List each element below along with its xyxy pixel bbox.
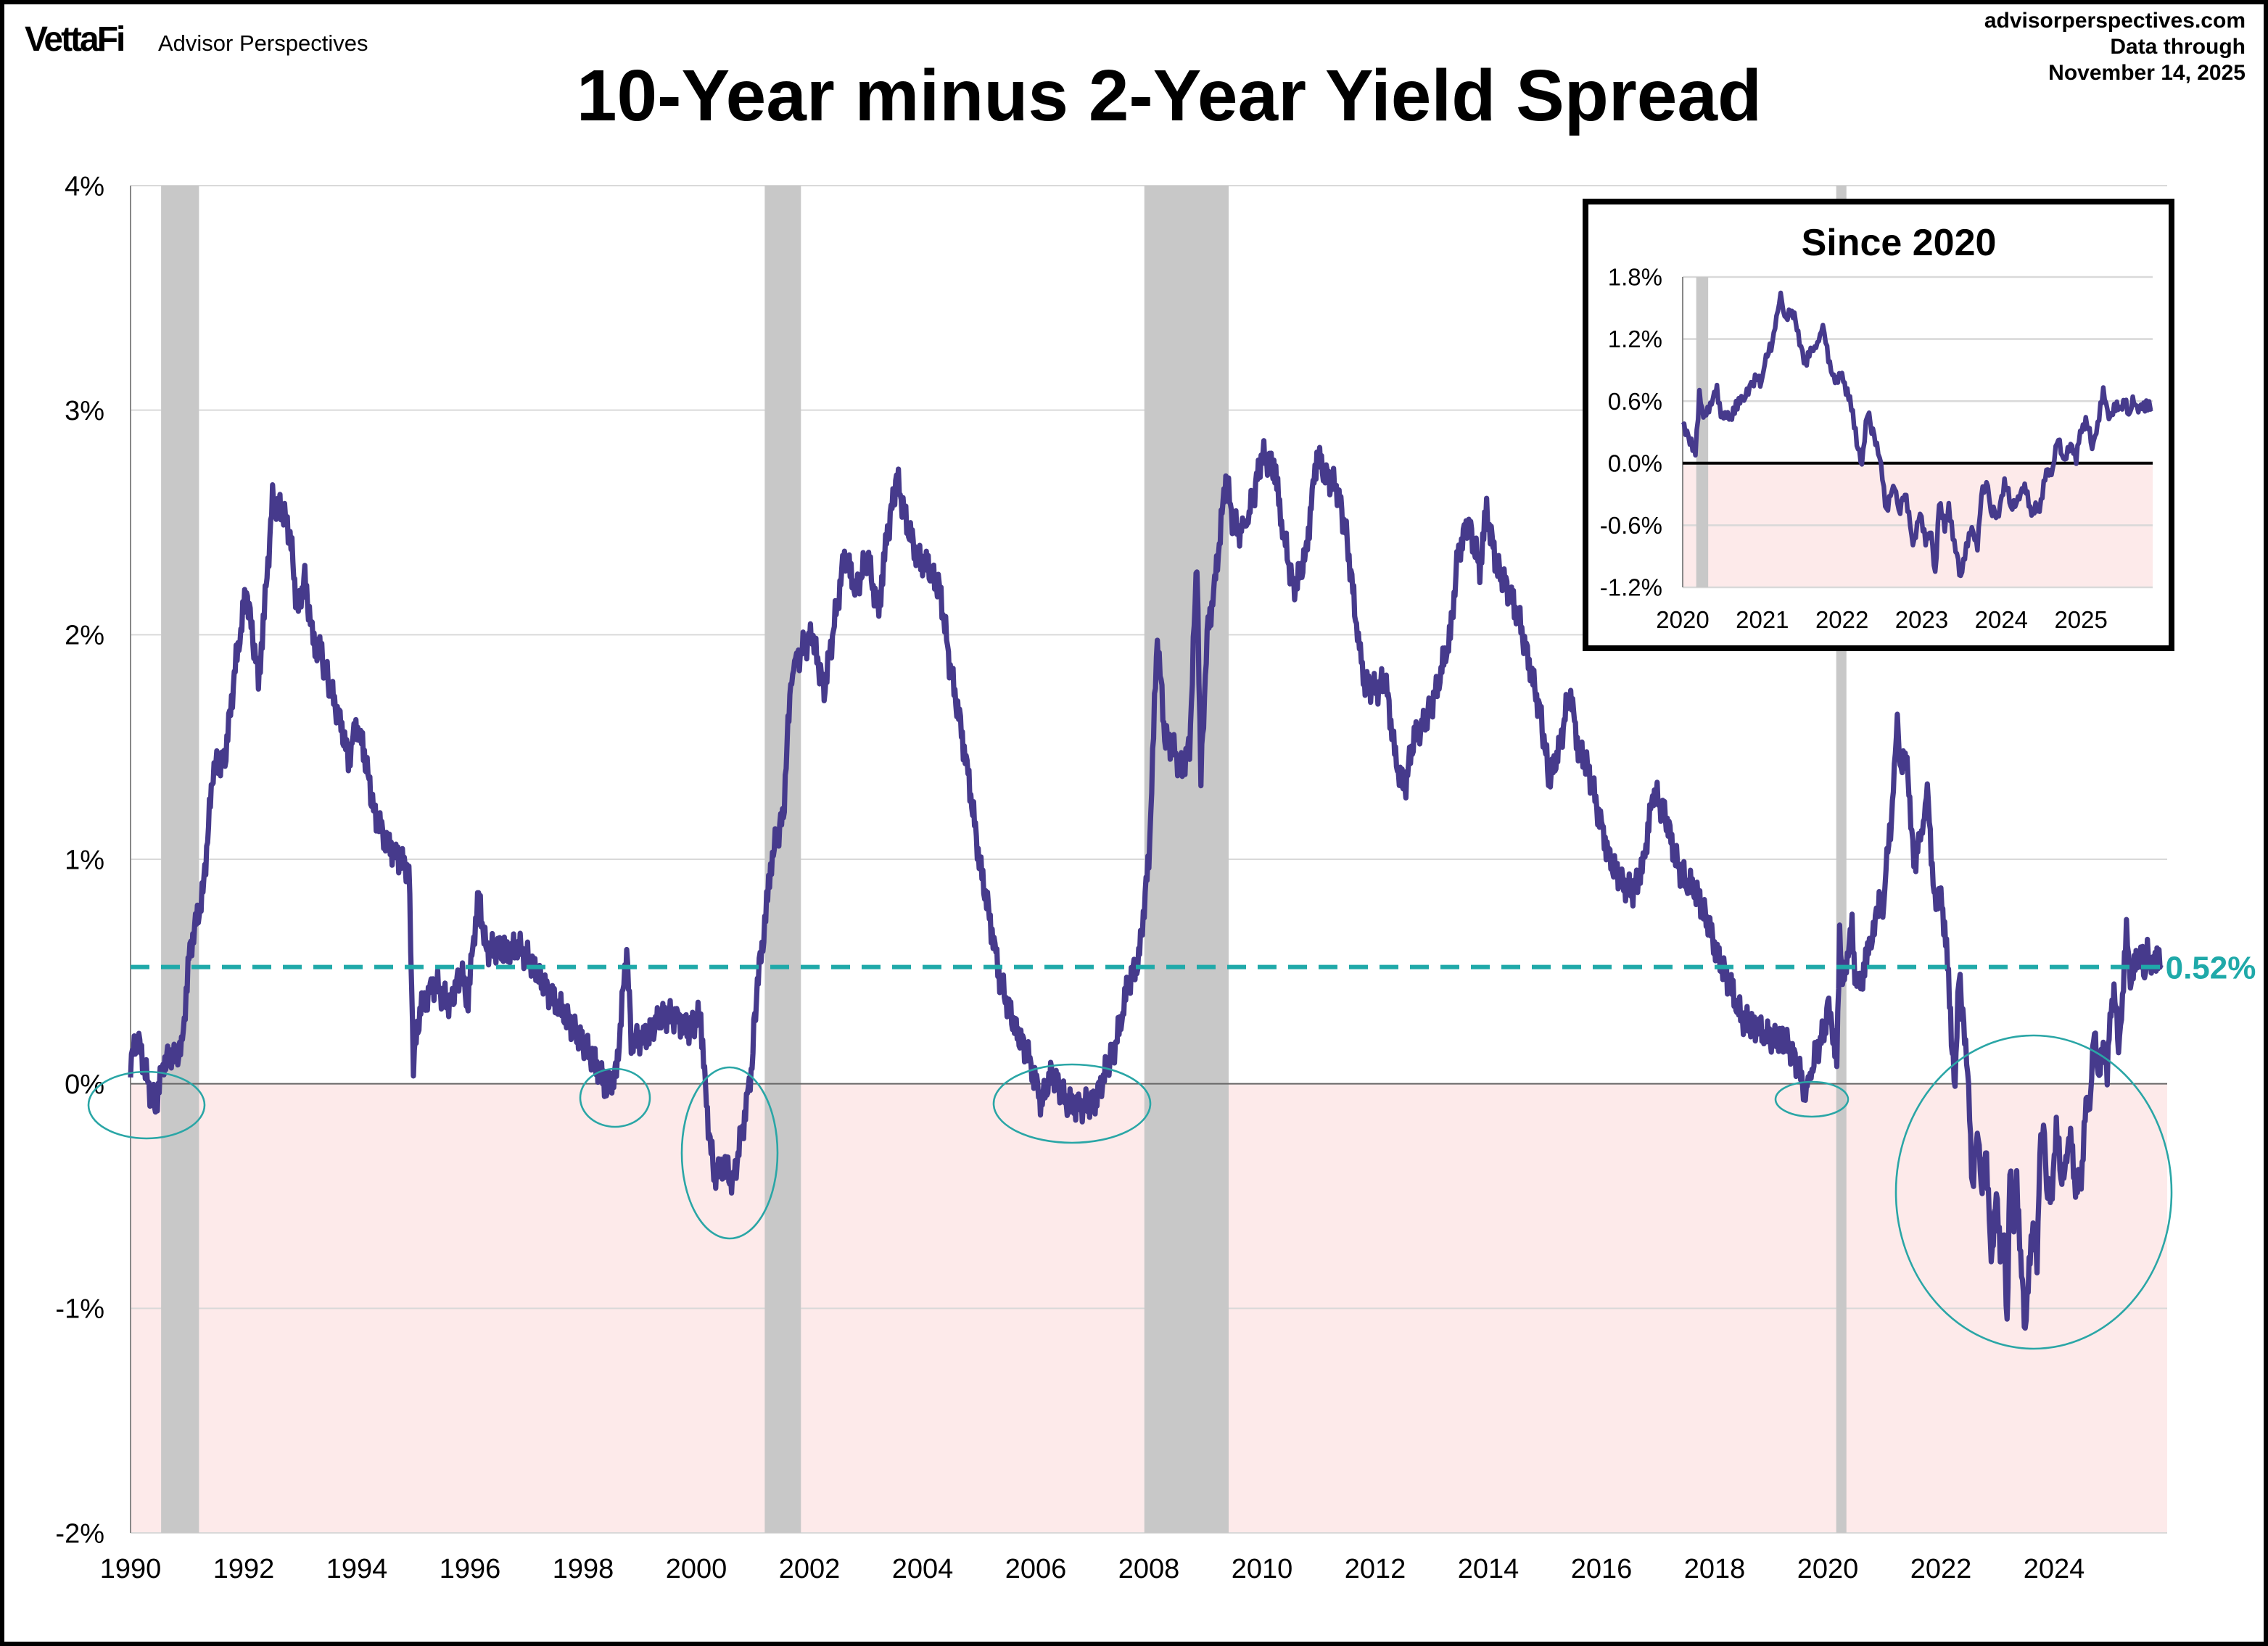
x-tick-label: 2002 (779, 1554, 841, 1584)
x-tick-label: 1998 (553, 1554, 614, 1584)
inversion-circle-1990 (87, 1070, 206, 1140)
brand-name: Advisor Perspectives (158, 30, 368, 56)
x-tick-label: 2022 (1910, 1554, 1972, 1584)
y-tick-label: -1% (55, 1294, 104, 1325)
x-tick-label: 2023 (1895, 606, 1948, 633)
main-chart: -2% -1% 0% 1% 2% 3% 4% 1990 1992 1994 1996 1998 2000… (55, 171, 2167, 1584)
x-tick-label: 1990 (100, 1554, 162, 1584)
inversion-annotations (87, 1034, 2173, 1350)
y-tick-label: 1% (65, 845, 104, 875)
x-tick-label: 2012 (1345, 1554, 1406, 1584)
recession-band (1696, 277, 1709, 587)
x-tick-label: 2021 (1736, 606, 1789, 633)
inversion-circle-1998 (579, 1067, 651, 1128)
y-tick-label: 0.0% (1608, 450, 1662, 476)
inset-chart: -1.2% -0.6% 0.0% 0.6% 1.2% 1.8% 2020 2021 2022 20… (1600, 264, 2153, 633)
recession-band (1144, 186, 1229, 1533)
vettafi-logo: VettaFi (25, 20, 123, 59)
inversion-circle-2000 (680, 1066, 779, 1240)
y-tick-label: 1.2% (1608, 326, 1662, 352)
spread-line (128, 438, 2164, 1331)
x-tick-label: 2022 (1815, 606, 1868, 633)
x-tick-label: 2024 (1975, 606, 2028, 633)
x-tick-label: 2014 (1458, 1554, 1519, 1584)
y-tick-label: 3% (65, 396, 104, 426)
y-tick-label: -2% (55, 1518, 104, 1549)
y-tick-label: 0.6% (1608, 388, 1662, 415)
y-tick-label: 2% (65, 621, 104, 651)
data-through-label: Data through (2110, 35, 2246, 59)
y-tick-label: -1.2% (1600, 574, 1662, 601)
x-tick-label: 2020 (1797, 1554, 1859, 1584)
x-tick-label: 2016 (1571, 1554, 1633, 1584)
data-through-date: November 14, 2025 (2048, 61, 2246, 85)
inset-title: Since 2020 (1802, 222, 1997, 264)
y-tick-label: 0% (65, 1070, 104, 1100)
x-tick-label: 2000 (666, 1554, 727, 1584)
x-tick-label: 2010 (1232, 1554, 1293, 1584)
x-tick-label: 1994 (326, 1554, 388, 1584)
chart-title: 10-Year minus 2-Year Yield Spread (577, 55, 1762, 136)
x-tick-label: 2025 (2054, 606, 2107, 633)
x-tick-label: 2004 (892, 1554, 954, 1584)
x-tick-label: 2006 (1005, 1554, 1067, 1584)
x-tick-label: 2008 (1118, 1554, 1180, 1584)
average-label: 0.52% (2166, 951, 2256, 986)
recession-band (161, 186, 199, 1533)
x-tick-label: 2020 (1656, 606, 1709, 633)
site-url: advisorperspectives.com (1984, 9, 2246, 33)
y-tick-label: 1.8% (1608, 264, 1662, 291)
x-tick-label: 2024 (2024, 1554, 2085, 1584)
inversion-circle-2022 (1894, 1034, 2173, 1350)
spread-line (1681, 290, 2153, 579)
x-tick-label: 1992 (213, 1554, 275, 1584)
x-tick-label: 2018 (1684, 1554, 1746, 1584)
x-tick-label: 1996 (440, 1554, 501, 1584)
y-tick-label: -0.6% (1600, 512, 1662, 539)
y-tick-label: 4% (65, 171, 104, 202)
inversion-circle-2019 (1774, 1080, 1850, 1118)
inversion-circle-2006 (992, 1063, 1152, 1144)
